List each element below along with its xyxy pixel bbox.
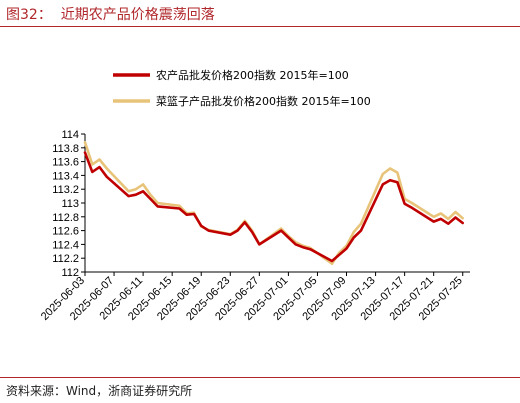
footer-rule xyxy=(0,377,520,378)
y-axis: 112112.2112.4112.6112.8113113.2113.4113.… xyxy=(52,129,85,279)
y-tick-label: 113 xyxy=(61,198,79,210)
y-tick-label: 113.6 xyxy=(52,157,79,169)
series-line-2 xyxy=(83,141,465,266)
title-rule xyxy=(0,26,520,27)
y-tick-label: 113.8 xyxy=(52,143,79,155)
y-tick-label: 114 xyxy=(61,129,79,141)
y-tick-label: 112 xyxy=(61,267,79,279)
x-axis: 2025-06-032025-06-072025-06-112025-06-15… xyxy=(39,272,465,323)
y-tick-label: 112.6 xyxy=(52,226,79,238)
legend-label-series-1: 农产品批发价格200指数 2015年=100 xyxy=(156,68,349,82)
legend: 农产品批发价格200指数 2015年=100 菜篮子产品批发价格200指数 20… xyxy=(113,68,371,108)
y-tick-label: 113.4 xyxy=(52,170,79,182)
y-tick-label: 112.4 xyxy=(52,239,79,251)
legend-label-series-2: 菜篮子产品批发价格200指数 2015年=100 xyxy=(156,94,371,108)
source-note: 资料来源：Wind，浙商证券研究所 xyxy=(6,384,193,398)
y-tick-label: 113.2 xyxy=(52,184,79,196)
y-tick-label: 112.2 xyxy=(52,253,79,265)
series-line-1 xyxy=(83,151,465,263)
plot-area xyxy=(83,141,465,266)
figure-title: 图32： 近期农产品价格震荡回落 xyxy=(6,7,215,23)
y-tick-label: 112.8 xyxy=(52,212,79,224)
